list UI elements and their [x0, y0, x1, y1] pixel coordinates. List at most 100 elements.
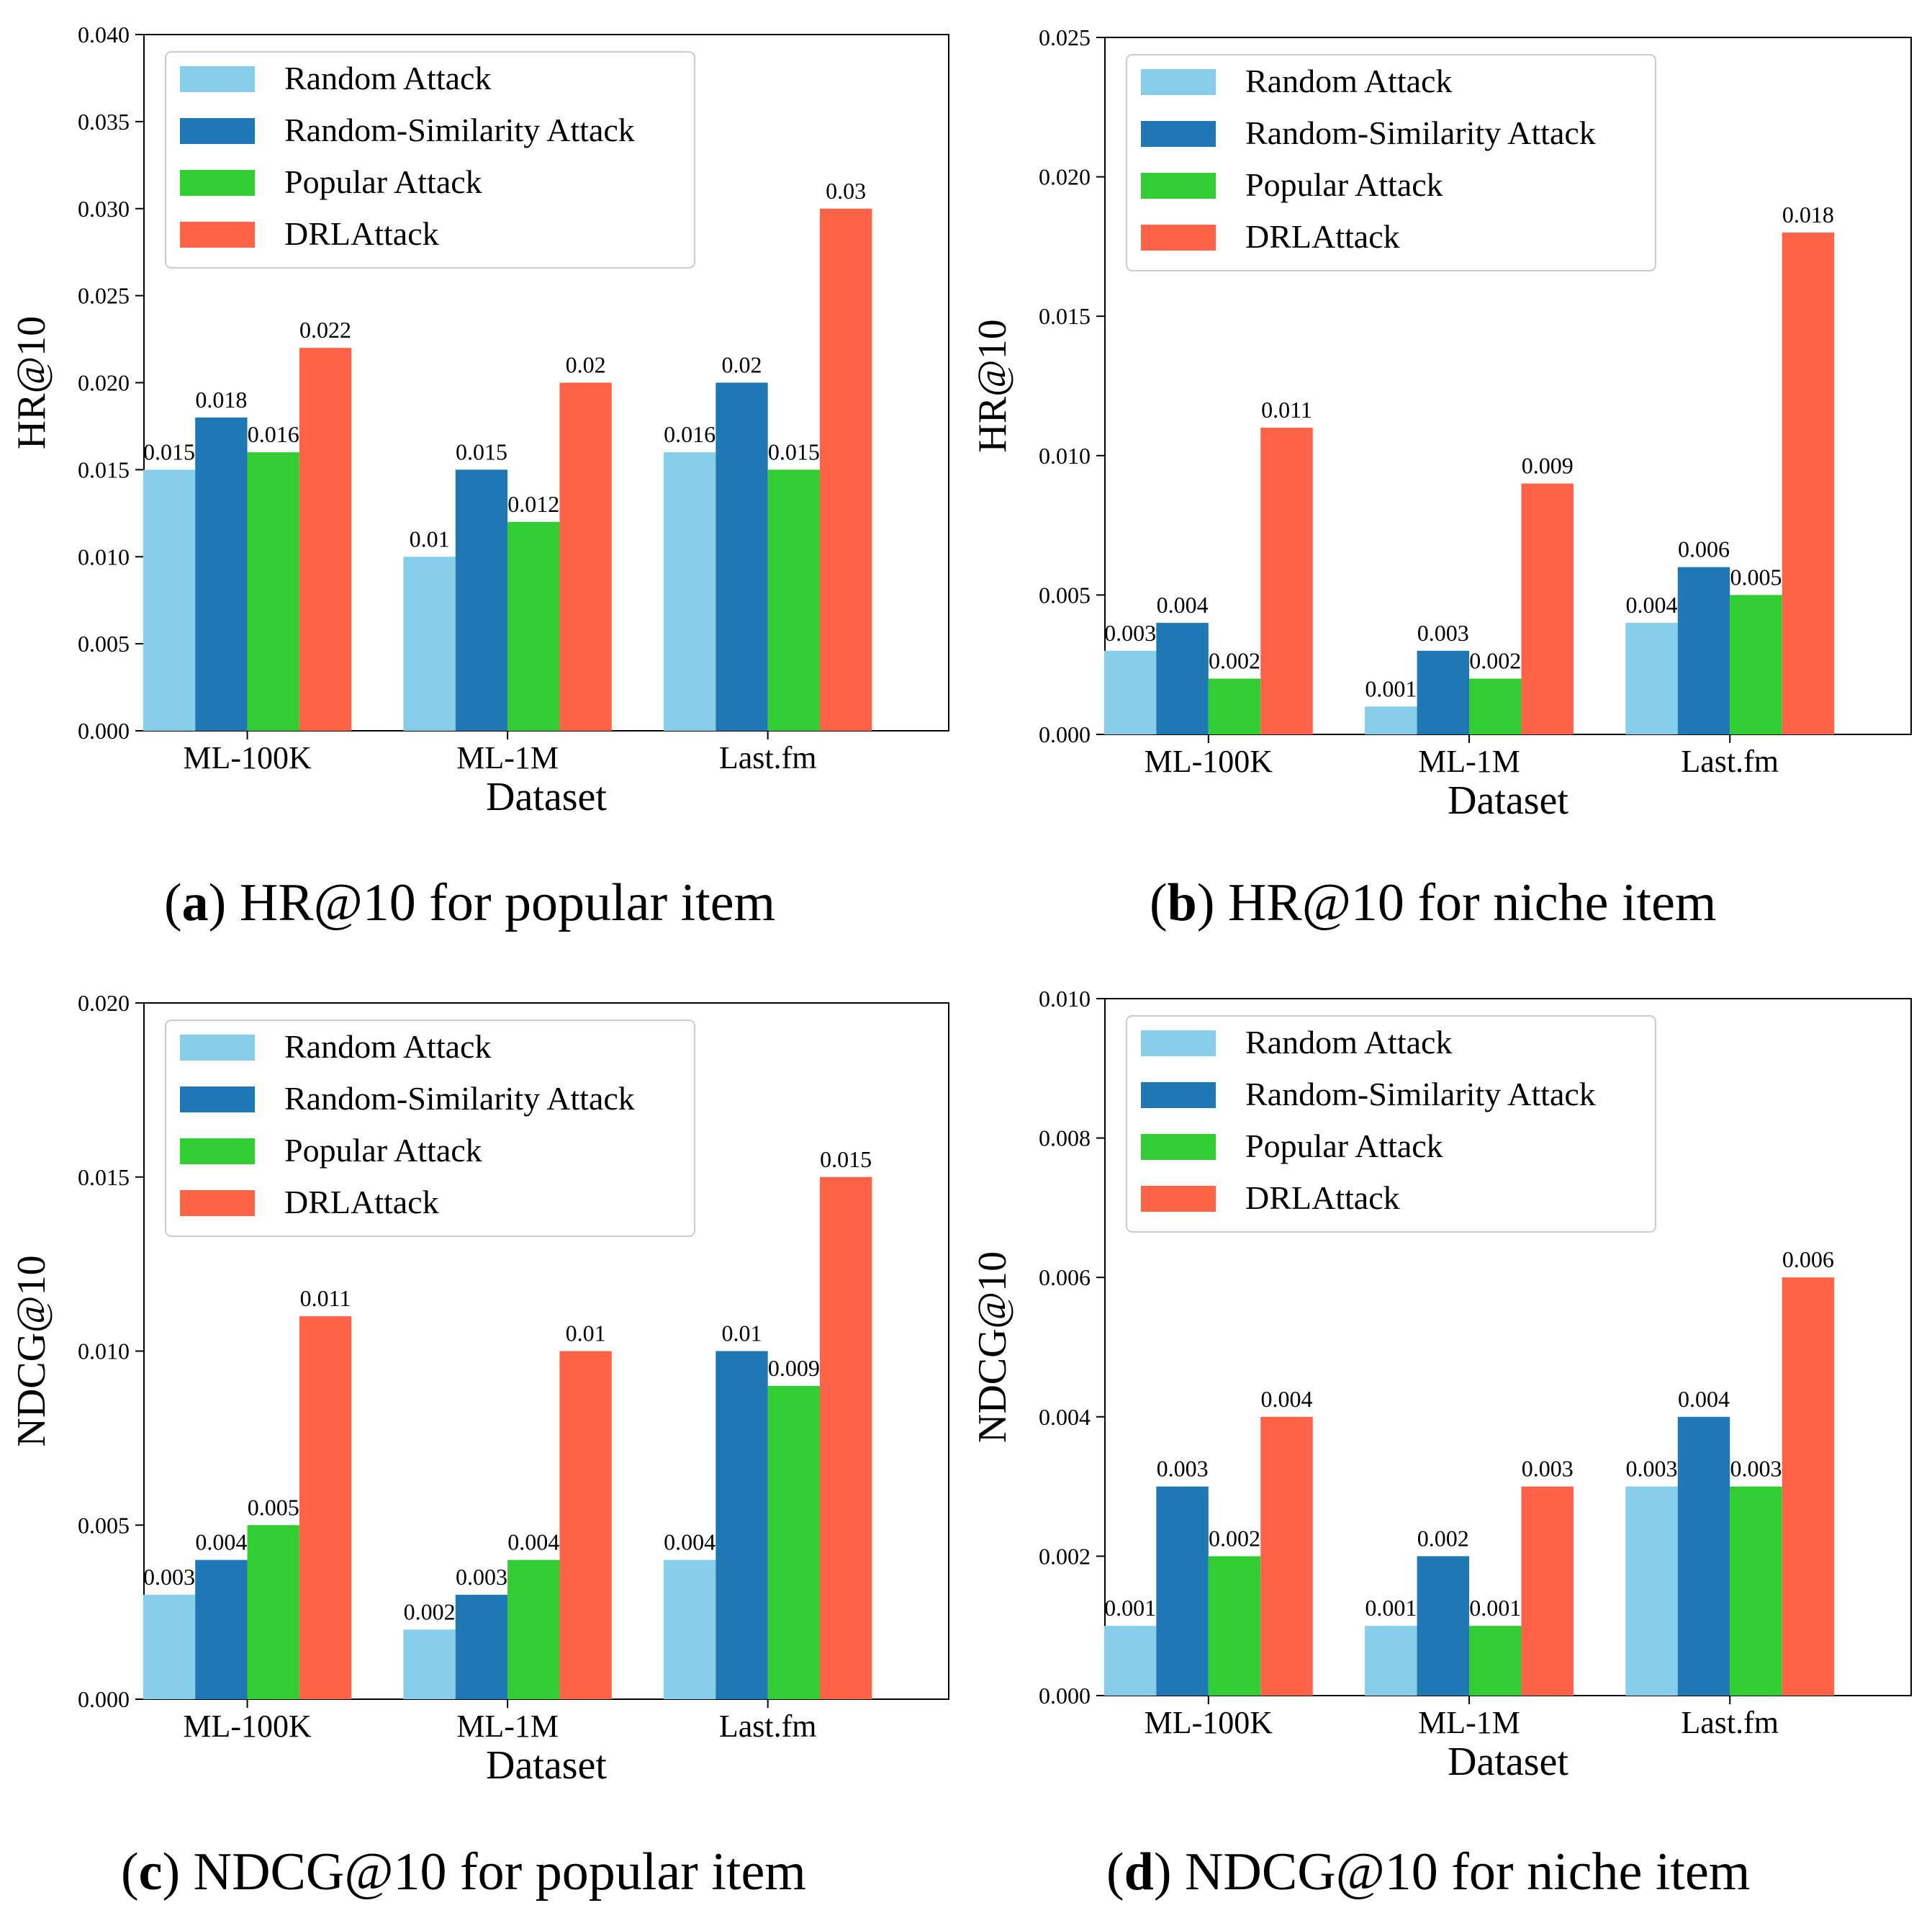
y-tick-label: 0.006: [1039, 1264, 1091, 1290]
y-tick-label: 0.005: [1039, 582, 1091, 608]
legend-label: Random Attack: [284, 1028, 491, 1065]
bar-drlattack: [820, 1176, 872, 1699]
caption-text: NDCG@10 for niche item: [1185, 1842, 1750, 1902]
bar-random-similarity-attack: [1417, 1556, 1470, 1696]
y-tick-label: 0.020: [1039, 164, 1091, 190]
legend-box: [1126, 54, 1656, 271]
bar-value-label: 0.006: [1678, 536, 1730, 562]
bar-value-label: 0.01: [566, 1320, 606, 1346]
bar-value-label: 0.015: [768, 438, 820, 464]
bar-value-label: 0.018: [195, 387, 247, 413]
bar-value-label: 0.004: [195, 1529, 247, 1555]
x-axis-title: Dataset: [486, 775, 607, 819]
bar-value-label: 0.002: [1209, 1525, 1260, 1551]
y-axis-title: NDCG@10: [9, 1255, 54, 1446]
bar-random-similarity-attack: [455, 469, 508, 731]
bar-random-attack: [1365, 706, 1417, 734]
panel-a-hr-popular: 0.000 0.005 0.010 0.015 0.020 0.025 0.030 0.035…: [9, 22, 949, 932]
legend-swatch: [1141, 69, 1216, 95]
caption-text: HR@10 for popular item: [240, 873, 775, 932]
bar-random-similarity-attack: [455, 1594, 508, 1699]
bar-value-label: 0.011: [300, 1285, 351, 1311]
bar-drlattack: [1521, 483, 1574, 734]
bar-drlattack: [1260, 428, 1313, 734]
legend-label: Random-Similarity Attack: [284, 112, 635, 148]
legend-label: DRLAttack: [284, 1184, 439, 1220]
legend-box: [165, 51, 695, 269]
bar-drlattack: [1260, 1416, 1313, 1696]
bar-value-label: 0.004: [664, 1529, 716, 1555]
y-tick-label: 0.008: [1039, 1125, 1091, 1151]
bar-drlattack: [820, 208, 872, 731]
bar-value-label: 0.002: [1417, 1525, 1469, 1551]
bar-value-label: 0.004: [1261, 1386, 1313, 1412]
bar-value-label: 0.004: [1678, 1386, 1730, 1412]
legend-swatch: [180, 118, 255, 144]
y-tick-label: 0.010: [78, 1338, 130, 1364]
caption-letter: a: [182, 873, 209, 932]
legend-box: [165, 1020, 695, 1237]
y-tick-label: 0.010: [78, 544, 130, 570]
x-tick-label: ML-1M: [1418, 744, 1520, 779]
y-tick-label: 0.025: [78, 283, 130, 309]
bar-drlattack: [559, 382, 612, 731]
bar-value-label: 0.015: [456, 438, 507, 464]
x-tick-label: ML-1M: [456, 1709, 559, 1744]
bar-popular-attack: [767, 1385, 821, 1699]
caption-text: HR@10 for niche item: [1228, 873, 1717, 932]
bar-value-label: 0.003: [1730, 1456, 1782, 1482]
y-tick-label: 0.000: [78, 1686, 130, 1712]
bar-popular-attack: [507, 521, 560, 731]
y-tick-label: 0.015: [78, 456, 130, 482]
caption-text: NDCG@10 for popular item: [194, 1842, 806, 1902]
bar-drlattack: [299, 348, 352, 731]
bar-popular-attack: [1730, 595, 1782, 734]
bar-random-similarity-attack: [195, 1560, 248, 1699]
y-tick-label: 0.005: [78, 631, 130, 657]
bar-popular-attack: [247, 452, 299, 731]
y-tick-label: 0.004: [1039, 1404, 1091, 1430]
y-tick-label: 0.000: [1039, 721, 1091, 747]
y-tick-label: 0.040: [78, 22, 130, 48]
bar-drlattack: [299, 1316, 352, 1699]
caption-letter: b: [1168, 873, 1197, 932]
bar-value-label: 0.005: [1730, 564, 1782, 590]
bar-value-label: 0.009: [1522, 453, 1574, 479]
caption-letter: d: [1124, 1842, 1154, 1902]
bar-value-label: 0.003: [456, 1564, 507, 1590]
bar-popular-attack: [1469, 1626, 1522, 1696]
legend-label: DRLAttack: [1245, 218, 1400, 255]
bar-value-label: 0.01: [410, 526, 450, 552]
legend: Random Attack Random-Similarity Attack Pop…: [165, 1020, 695, 1237]
bar-value-label: 0.012: [507, 491, 559, 517]
bar-value-label: 0.003: [1417, 620, 1469, 646]
legend-label: Popular Attack: [284, 1132, 482, 1169]
bar-value-label: 0.02: [722, 352, 762, 378]
y-tick-label: 0.005: [78, 1512, 130, 1538]
x-tick-label: ML-100K: [183, 1709, 312, 1744]
bar-random-attack: [1103, 1626, 1157, 1696]
legend-label: Popular Attack: [1245, 166, 1443, 203]
bar-drlattack: [1782, 233, 1835, 734]
bar-random-similarity-attack: [195, 417, 248, 731]
bar-value-label: 0.005: [248, 1494, 299, 1520]
x-tick-label: Last.fm: [1681, 744, 1779, 779]
bar-value-label: 0.002: [1209, 648, 1260, 674]
bar-popular-attack: [1469, 678, 1522, 734]
panel-d-ndcg-niche: 0.000 0.002 0.004 0.006 0.008 0.010 0.001 0.003…: [970, 986, 1912, 1902]
bar-value-label: 0.016: [664, 421, 716, 447]
bar-random-attack: [664, 452, 716, 731]
bar-value-label: 0.003: [1522, 1456, 1574, 1482]
x-tick-label: Last.fm: [1681, 1705, 1779, 1740]
bar-popular-attack: [247, 1525, 299, 1699]
x-tick-label: Last.fm: [719, 1709, 817, 1744]
bar-value-label: 0.001: [1469, 1595, 1521, 1621]
y-tick-label: 0.015: [78, 1164, 130, 1190]
y-tick-label: 0.030: [78, 196, 130, 222]
legend-swatch: [180, 170, 255, 196]
panel-c-ndcg-popular: 0.0000.0050.0100.0150.0200.0030.0040.005…: [9, 990, 949, 1902]
legend-label: Random-Similarity Attack: [284, 1080, 635, 1117]
bar-drlattack: [1782, 1277, 1835, 1696]
bar-random-attack: [143, 469, 196, 731]
